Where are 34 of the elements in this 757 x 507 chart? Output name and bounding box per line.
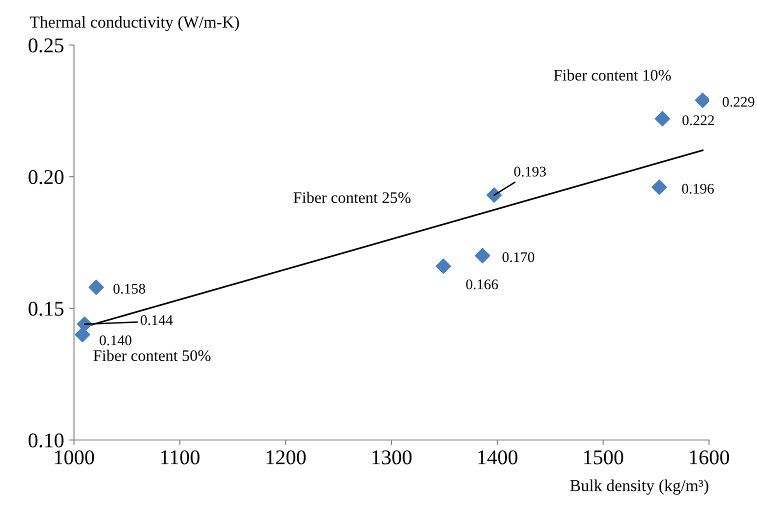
data-label: 0.144 (140, 315, 173, 326)
data-label: 0.158 (113, 284, 146, 294)
point (76, 316, 92, 332)
data-label: 0.166 (466, 279, 498, 290)
point (695, 92, 709, 108)
x-tick-label: 1600 (690, 450, 730, 464)
annotation: Fiber content 25% (294, 192, 411, 204)
x-axis-title: Bulk density (kg/m³) (570, 480, 708, 495)
data-label: 0.229 (722, 96, 754, 107)
x-tick-label: 1200 (266, 450, 306, 464)
data-label: 0.193 (514, 166, 546, 177)
point (652, 180, 667, 195)
point (474, 248, 490, 264)
annotation: Fiber content 10% (554, 69, 671, 81)
point (74, 327, 90, 342)
point (436, 258, 451, 274)
point (88, 280, 104, 295)
annotation: Fiber content 50% (94, 350, 210, 362)
data-label: 0.170 (502, 252, 534, 262)
x-tick-label: 1000 (55, 450, 94, 464)
y-tick-label: 0.20 (28, 170, 64, 184)
data-label: 0.196 (682, 184, 714, 194)
y-tick-label: 0.10 (28, 433, 64, 448)
x-tick-label: 1300 (372, 450, 412, 464)
x-tick-label: 1500 (584, 450, 624, 464)
y-tick-label: 0.15 (28, 302, 64, 316)
point (654, 111, 670, 126)
x-tick-label: 1400 (478, 450, 518, 464)
y-tick-label: 0.25 (28, 38, 64, 53)
point (486, 187, 502, 203)
data-label: 0.140 (100, 335, 132, 346)
x-tick-label: 1100 (161, 450, 200, 464)
data-label: 0.222 (682, 115, 714, 126)
y-axis-title: Thermal conductivity (W/m-K) (30, 16, 239, 32)
